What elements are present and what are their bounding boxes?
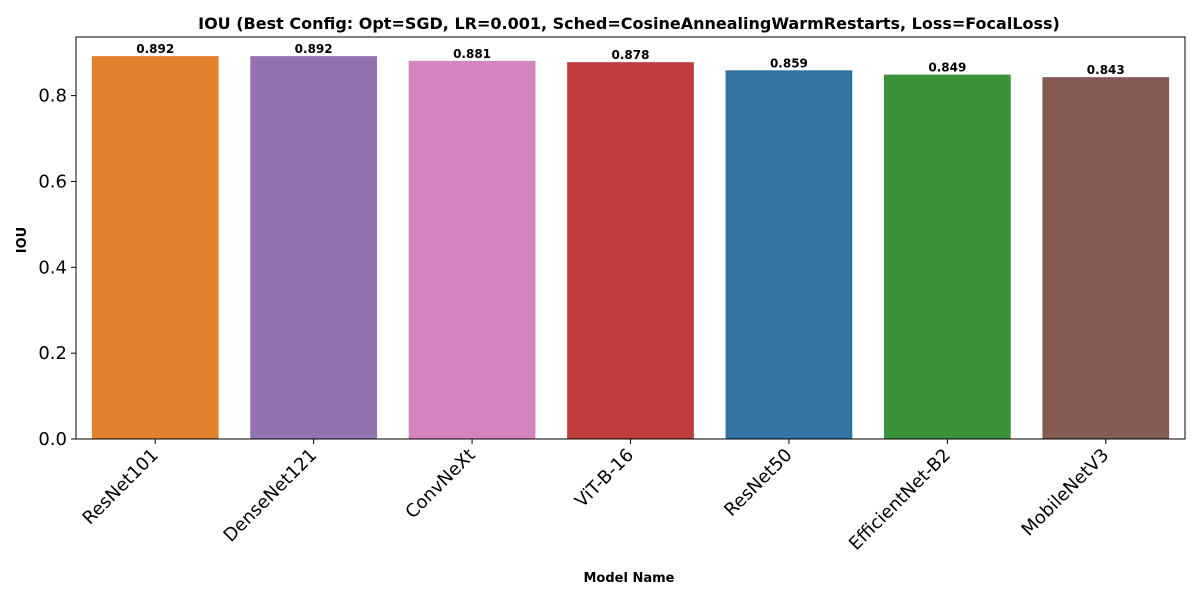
x-tick-label: ResNet50 xyxy=(720,445,796,521)
bars-layer: 0.892 0.892 0.881 0.878 0.859 0.849 0.843 xyxy=(91,42,1170,440)
bar-densenet121 xyxy=(250,56,378,440)
chart-title: IOU (Best Config: Opt=SGD, LR=0.001, Sch… xyxy=(198,14,1060,33)
bar-value-label: 0.859 xyxy=(770,56,808,70)
bar-vit-b-16 xyxy=(567,62,694,439)
bar-value-label: 0.892 xyxy=(295,42,333,56)
bar-value-label: 0.892 xyxy=(136,42,174,56)
bar-efficientnet-b2 xyxy=(883,74,1011,440)
y-axis-title: IOU xyxy=(15,227,30,253)
bar-value-label: 0.881 xyxy=(453,47,491,61)
y-tick-label: 0.4 xyxy=(38,257,67,278)
x-tick-label: ViT-B-16 xyxy=(571,445,638,512)
x-tick-label: EfficientNet-B2 xyxy=(845,445,955,555)
y-tick-label: 0.0 xyxy=(38,429,67,450)
bar-value-label: 0.878 xyxy=(612,48,650,62)
x-axis-title: Model Name xyxy=(584,571,675,586)
x-tick-label: ConvNeXt xyxy=(401,445,479,523)
bar-resnet101 xyxy=(91,56,219,440)
x-tick-label: DenseNet121 xyxy=(220,445,322,547)
x-tick-label: ResNet101 xyxy=(79,445,163,529)
bar-value-label: 0.849 xyxy=(928,61,966,75)
bar-resnet50 xyxy=(725,70,853,439)
y-tick-label: 0.8 xyxy=(38,86,67,107)
bar-value-label: 0.843 xyxy=(1087,63,1125,77)
y-tick-label: 0.6 xyxy=(38,171,67,192)
bar-convnext xyxy=(408,60,536,439)
bar-mobilenetv3 xyxy=(1042,77,1170,439)
y-tick-label: 0.2 xyxy=(38,343,67,364)
x-tick-label: MobileNetV3 xyxy=(1018,445,1114,541)
